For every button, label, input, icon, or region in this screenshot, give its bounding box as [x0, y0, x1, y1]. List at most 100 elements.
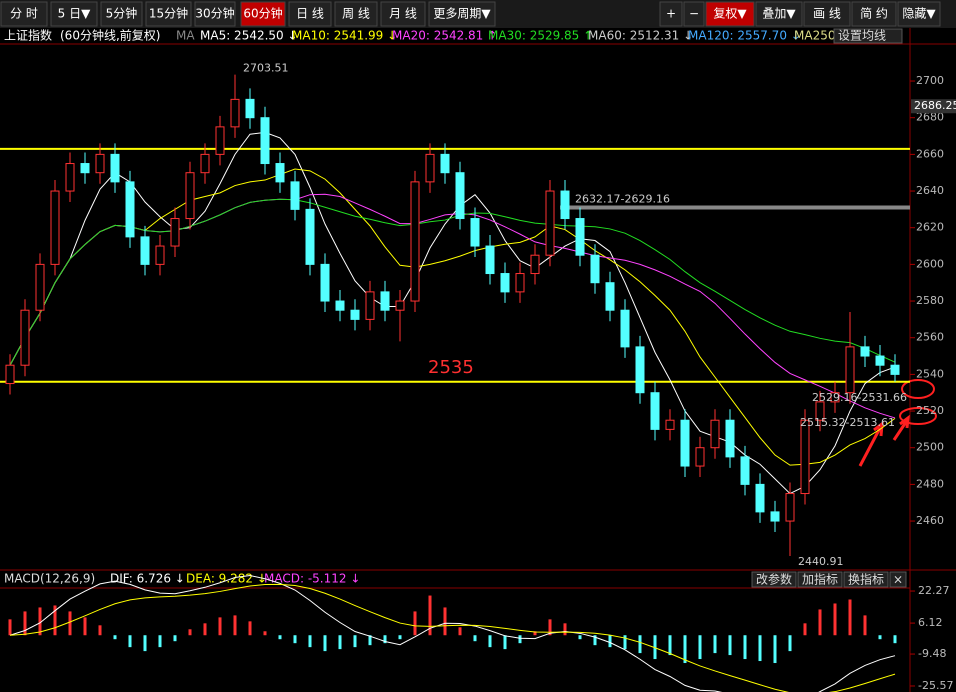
tab-button[interactable]: [380, 1, 426, 27]
candle-body: [455, 172, 465, 220]
circle-marker: [899, 407, 937, 425]
ma-value: MA10: 2541.99 ↓: [292, 29, 397, 43]
candle-body: [635, 346, 645, 394]
ma-value: MA20: 2542.81 ↑: [392, 29, 497, 43]
tab-button[interactable]: [288, 1, 332, 27]
ma-line: [9, 193, 896, 419]
tab-button[interactable]: [145, 1, 192, 27]
candle-body: [380, 291, 390, 311]
tab-label: 周 线: [342, 7, 370, 21]
tab-label: 月 线: [389, 7, 417, 21]
tool-button[interactable]: [705, 1, 755, 27]
candle-body: [440, 153, 450, 174]
candle-body: [320, 263, 330, 302]
y-tick-label: 2500: [916, 441, 944, 454]
candle-body: [605, 282, 615, 311]
tab-label: 5 日▼: [58, 7, 91, 21]
tool-label: 叠加▼: [762, 7, 796, 21]
candle-body: [200, 153, 210, 174]
tool-button[interactable]: [851, 1, 897, 27]
candle-body: [80, 163, 90, 174]
candle-body: [425, 153, 435, 183]
indicator-button[interactable]: [751, 571, 797, 588]
tab-button[interactable]: [194, 1, 236, 27]
candle-body: [875, 355, 885, 366]
y-tick-label: 22.27: [918, 584, 950, 597]
tab-button[interactable]: [100, 1, 143, 27]
y-tick-label: 2460: [916, 514, 944, 527]
candle-body: [245, 98, 255, 119]
tab-button[interactable]: [240, 1, 286, 27]
tab-label: 15分钟: [149, 6, 188, 21]
tool-button[interactable]: [683, 1, 705, 27]
y-tick-label: 2520: [916, 404, 944, 417]
candle-body: [140, 236, 150, 265]
annotation: 2703.51: [243, 62, 289, 75]
y-tick-label: 2640: [916, 184, 944, 197]
period-label: (60分钟线,前复权): [60, 28, 160, 43]
tab-label: 更多周期▼: [433, 7, 491, 21]
macd-line: [9, 583, 896, 692]
ma-tag: MA: [176, 29, 195, 43]
tool-button[interactable]: [803, 1, 851, 27]
y-tick-label: 2580: [916, 294, 944, 307]
tab-label: 30分钟: [195, 6, 234, 21]
settings-button[interactable]: [833, 28, 903, 44]
annotation: 2515.32-2513.61: [800, 416, 895, 429]
candle-body: [740, 456, 750, 485]
last-price-box: [911, 99, 956, 114]
candle-body: [5, 364, 15, 385]
candle-body: [275, 163, 285, 183]
tab-label: 60分钟: [243, 6, 282, 21]
candle-body: [335, 300, 345, 311]
indicator-button[interactable]: [889, 571, 907, 588]
tool-button[interactable]: [755, 1, 803, 27]
ma-line: [9, 131, 896, 495]
tool-button[interactable]: [897, 1, 941, 27]
macd-line: [9, 575, 896, 692]
candle-body: [845, 346, 855, 394]
candle-body: [485, 245, 495, 275]
circle-marker: [901, 379, 935, 399]
tool-label: −: [689, 7, 699, 21]
y-tick-label: 2680: [916, 111, 944, 124]
candle-body: [50, 190, 60, 265]
indicator-button[interactable]: [843, 571, 889, 588]
y-tick-label: -9.48: [918, 647, 946, 660]
tab-button[interactable]: [50, 1, 98, 27]
settings-label: 设置均线: [838, 29, 886, 43]
candle-body: [755, 483, 765, 513]
candle-body: [545, 190, 555, 256]
tool-button[interactable]: [659, 1, 683, 27]
candle-body: [725, 419, 735, 458]
candle-body: [35, 263, 45, 311]
candle-body: [65, 163, 75, 192]
candle-body: [575, 218, 585, 256]
indicator-label: ×: [893, 573, 903, 587]
candle-body: [470, 218, 480, 247]
tool-label: 隐藏▼: [902, 7, 936, 21]
arrow: [858, 420, 884, 467]
candle-body: [860, 346, 870, 357]
indicator-button[interactable]: [797, 571, 843, 588]
candle-body: [830, 392, 840, 403]
tool-label: 复权▼: [713, 7, 747, 21]
y-tick-label: 2560: [916, 331, 944, 344]
ma-line: [9, 168, 896, 466]
indicator-label: 换指标: [848, 572, 884, 587]
y-tick-label: 2620: [916, 221, 944, 234]
candle-body: [170, 218, 180, 247]
macd-dif: DIF: 6.726 ↓: [110, 572, 185, 586]
tab-button[interactable]: [334, 1, 378, 27]
candle-body: [20, 309, 30, 366]
macd-dea: DEA: 9.282 ↓: [186, 572, 267, 586]
tab-button[interactable]: [428, 1, 496, 27]
candle-body: [215, 126, 225, 155]
annotation: 2535: [428, 357, 474, 378]
ma-value: MA120: 2557.70 ↓: [688, 29, 801, 43]
candle-body: [365, 291, 375, 320]
tab-button[interactable]: [0, 1, 48, 27]
tool-label: 简 约: [860, 6, 888, 21]
candle-body: [260, 117, 270, 165]
